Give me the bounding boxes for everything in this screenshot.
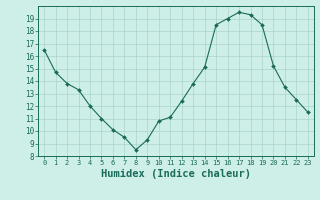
X-axis label: Humidex (Indice chaleur): Humidex (Indice chaleur) bbox=[101, 169, 251, 179]
